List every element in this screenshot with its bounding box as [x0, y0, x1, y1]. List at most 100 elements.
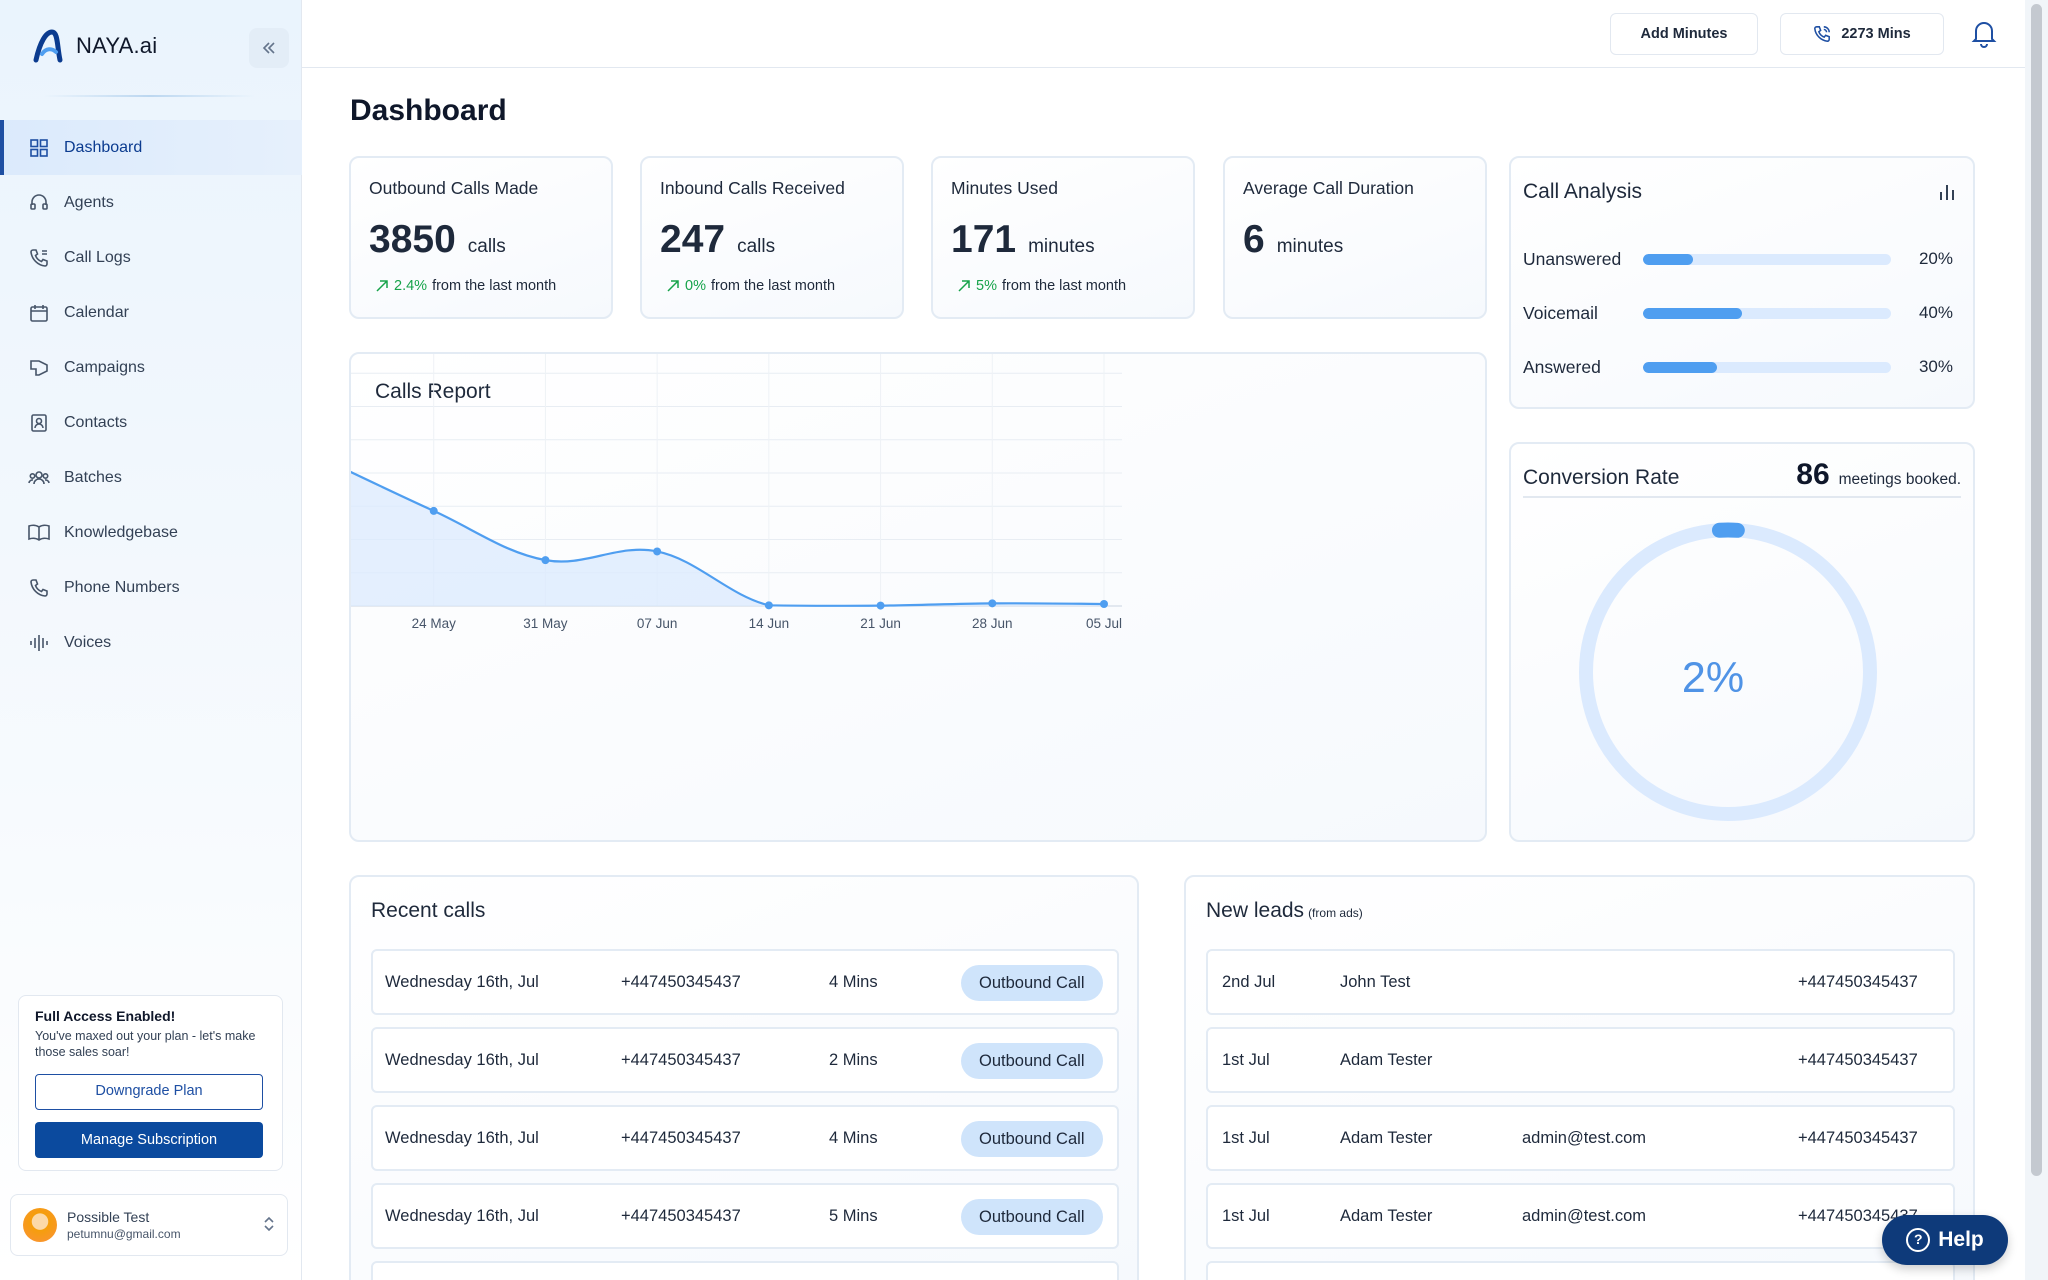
user-email: petumnu@gmail.com — [67, 1227, 181, 1241]
trend-value: 0% — [685, 278, 706, 294]
phone-log-icon — [28, 247, 50, 269]
recent-call-row[interactable]: Wednesday 16th, Jul +447450345437 4 Mins… — [371, 1105, 1119, 1171]
sidebar-item-contacts[interactable]: Contacts — [0, 395, 302, 450]
sidebar-item-calendar[interactable]: Calendar — [0, 285, 302, 340]
lead-phone: +447450345437 — [1798, 1129, 1918, 1147]
add-minutes-button[interactable]: Add Minutes — [1610, 13, 1758, 55]
help-button[interactable]: ? Help — [1882, 1215, 2008, 1265]
lead-row[interactable]: 1st Jul Adam Tester admin@test.com +4474… — [1206, 1183, 1955, 1249]
call-phone: +447450345437 — [621, 1051, 741, 1069]
call-duration: 4 Mins — [829, 1129, 878, 1147]
recent-call-row[interactable]: Wednesday 16th, Jul +447450345437 5 Mins… — [371, 1183, 1119, 1249]
call-type-badge: Outbound Call — [961, 1043, 1103, 1079]
stat-unit: calls — [467, 236, 506, 257]
call-analysis-label: Voicemail — [1523, 302, 1598, 323]
sidebar-item-phone-numbers[interactable]: Phone Numbers — [0, 560, 302, 615]
sidebar-nav: Dashboard Agents Call Logs Calendar Camp… — [0, 120, 302, 670]
x-tick-label: 07 Jun — [637, 616, 678, 631]
call-analysis-percent: 40% — [1918, 303, 1953, 322]
bell-icon[interactable] — [1969, 18, 1999, 48]
lead-phone: +447450345437 — [1798, 1207, 1918, 1225]
headset-icon — [28, 192, 50, 214]
sidebar-item-call-logs[interactable]: Call Logs — [0, 230, 302, 285]
lead-row-partial[interactable] — [1206, 1261, 1955, 1280]
user-info: Possible Test petumnu@gmail.com — [67, 1209, 181, 1241]
stat-number: 6 — [1243, 218, 1265, 261]
chevron-up-down-icon — [263, 1215, 275, 1236]
x-tick-label: 14 Jun — [749, 616, 790, 631]
conversion-rate-card: Conversion Rate 86 meetings booked. 2% — [1509, 442, 1975, 842]
lead-row[interactable]: 2nd Jul John Test +447450345437 — [1206, 949, 1955, 1015]
promo-text: You've maxed out your plan - let's make … — [35, 1029, 256, 1059]
brand[interactable]: NAYA.ai — [30, 28, 157, 64]
stat-trend: 2.4% from the last month — [375, 278, 556, 294]
call-analysis-title: Call Analysis — [1523, 180, 1643, 203]
call-analysis-row-voicemail: Voicemail 40% — [1523, 302, 1963, 324]
downgrade-plan-button[interactable]: Downgrade Plan — [35, 1074, 263, 1110]
stat-value: 6 minutes — [1243, 218, 1343, 262]
sidebar-item-label: Contacts — [64, 413, 128, 431]
sidebar-item-label: Knowledgebase — [64, 523, 178, 541]
data-point — [653, 547, 662, 556]
phone-call-icon — [1814, 26, 1831, 42]
call-analysis-fill — [1643, 361, 1718, 373]
call-type-badge: Outbound Call — [961, 965, 1103, 1001]
data-point — [1100, 600, 1108, 609]
sidebar-item-dashboard[interactable]: Dashboard — [0, 120, 302, 175]
new-leads-card: New leads (from ads) 2nd Jul John Test +4… — [1184, 875, 1975, 1280]
sidebar-item-voices[interactable]: Voices — [0, 615, 302, 670]
trend-up-icon — [667, 280, 679, 292]
recent-call-row[interactable]: Wednesday 16th, Jul +447450345437 2 Mins… — [371, 1027, 1119, 1093]
call-analysis-card: Call Analysis Unanswered 20% Voicemail 4… — [1509, 156, 1975, 409]
scrollbar-thumb[interactable] — [2031, 4, 2042, 1176]
lead-date: 1st Jul — [1222, 1051, 1270, 1069]
sidebar-item-batches[interactable]: Batches — [0, 450, 302, 505]
call-analysis-percent: 30% — [1918, 357, 1953, 376]
manage-subscription-button[interactable]: Manage Subscription — [35, 1122, 263, 1158]
stat-label: Inbound Calls Received — [660, 178, 845, 198]
stat-card-avg-duration: Average Call Duration 6 minutes — [1223, 156, 1487, 319]
new-leads-title-text: New leads — [1206, 899, 1305, 922]
stat-label: Average Call Duration — [1243, 178, 1414, 198]
call-analysis-label: Unanswered — [1523, 248, 1622, 269]
trend-value: 5% — [976, 278, 997, 294]
recent-call-row[interactable]: Wednesday 16th, Jul +447450345437 4 Mins… — [371, 949, 1119, 1015]
scrollbar[interactable] — [2025, 0, 2048, 1280]
sidebar-item-label: Dashboard — [64, 138, 143, 156]
trend-text: from the last month — [710, 278, 836, 294]
lead-date: 1st Jul — [1222, 1207, 1270, 1225]
series-line — [351, 470, 1105, 607]
sidebar-item-campaigns[interactable]: Campaigns — [0, 340, 302, 395]
stat-label: Outbound Calls Made — [369, 178, 539, 198]
stat-trend: 0% from the last month — [666, 278, 835, 294]
data-point — [764, 601, 773, 610]
sidebar-item-label: Call Logs — [64, 248, 131, 266]
topbar: Add Minutes 2273 Mins — [302, 0, 2025, 68]
collapse-sidebar-button[interactable] — [249, 28, 289, 68]
lead-row[interactable]: 1st Jul Adam Tester +447450345437 — [1206, 1027, 1955, 1093]
sidebar-item-label: Voices — [64, 633, 112, 651]
meetings-text: meetings booked. — [1838, 471, 1961, 488]
stat-unit: minutes — [1276, 236, 1344, 257]
stat-trend: 5% from the last month — [957, 278, 1126, 294]
lead-email: admin@test.com — [1522, 1207, 1647, 1225]
bar-chart-icon[interactable] — [1937, 182, 1957, 202]
sidebar-item-label: Campaigns — [64, 358, 145, 376]
sidebar-item-knowledgebase[interactable]: Knowledgebase — [0, 505, 302, 560]
recent-call-row-partial[interactable] — [371, 1261, 1119, 1280]
lead-row[interactable]: 1st Jul Adam Tester admin@test.com +4474… — [1206, 1105, 1955, 1171]
sidebar-item-label: Phone Numbers — [64, 578, 180, 596]
phone-icon — [28, 577, 50, 599]
minutes-balance-button[interactable]: 2273 Mins — [1780, 13, 1944, 55]
divider — [1523, 496, 1961, 498]
user-menu[interactable]: Possible Test petumnu@gmail.com — [10, 1194, 288, 1256]
stat-card-outbound: Outbound Calls Made 3850 calls 2.4% from… — [349, 156, 613, 319]
stat-card-minutes-used: Minutes Used 171 minutes 5% from the las… — [931, 156, 1195, 319]
call-date: Wednesday 16th, Jul — [385, 1207, 539, 1225]
stat-unit: calls — [737, 236, 776, 257]
calls-report-chart[interactable]: 02505007501000125015001750200017 May24 M… — [351, 354, 1485, 840]
avatar — [23, 1208, 57, 1242]
stat-card-inbound: Inbound Calls Received 247 calls 0% from… — [640, 156, 904, 319]
sidebar-item-agents[interactable]: Agents — [0, 175, 302, 230]
new-leads-title: New leads (from ads) — [1206, 899, 1363, 923]
